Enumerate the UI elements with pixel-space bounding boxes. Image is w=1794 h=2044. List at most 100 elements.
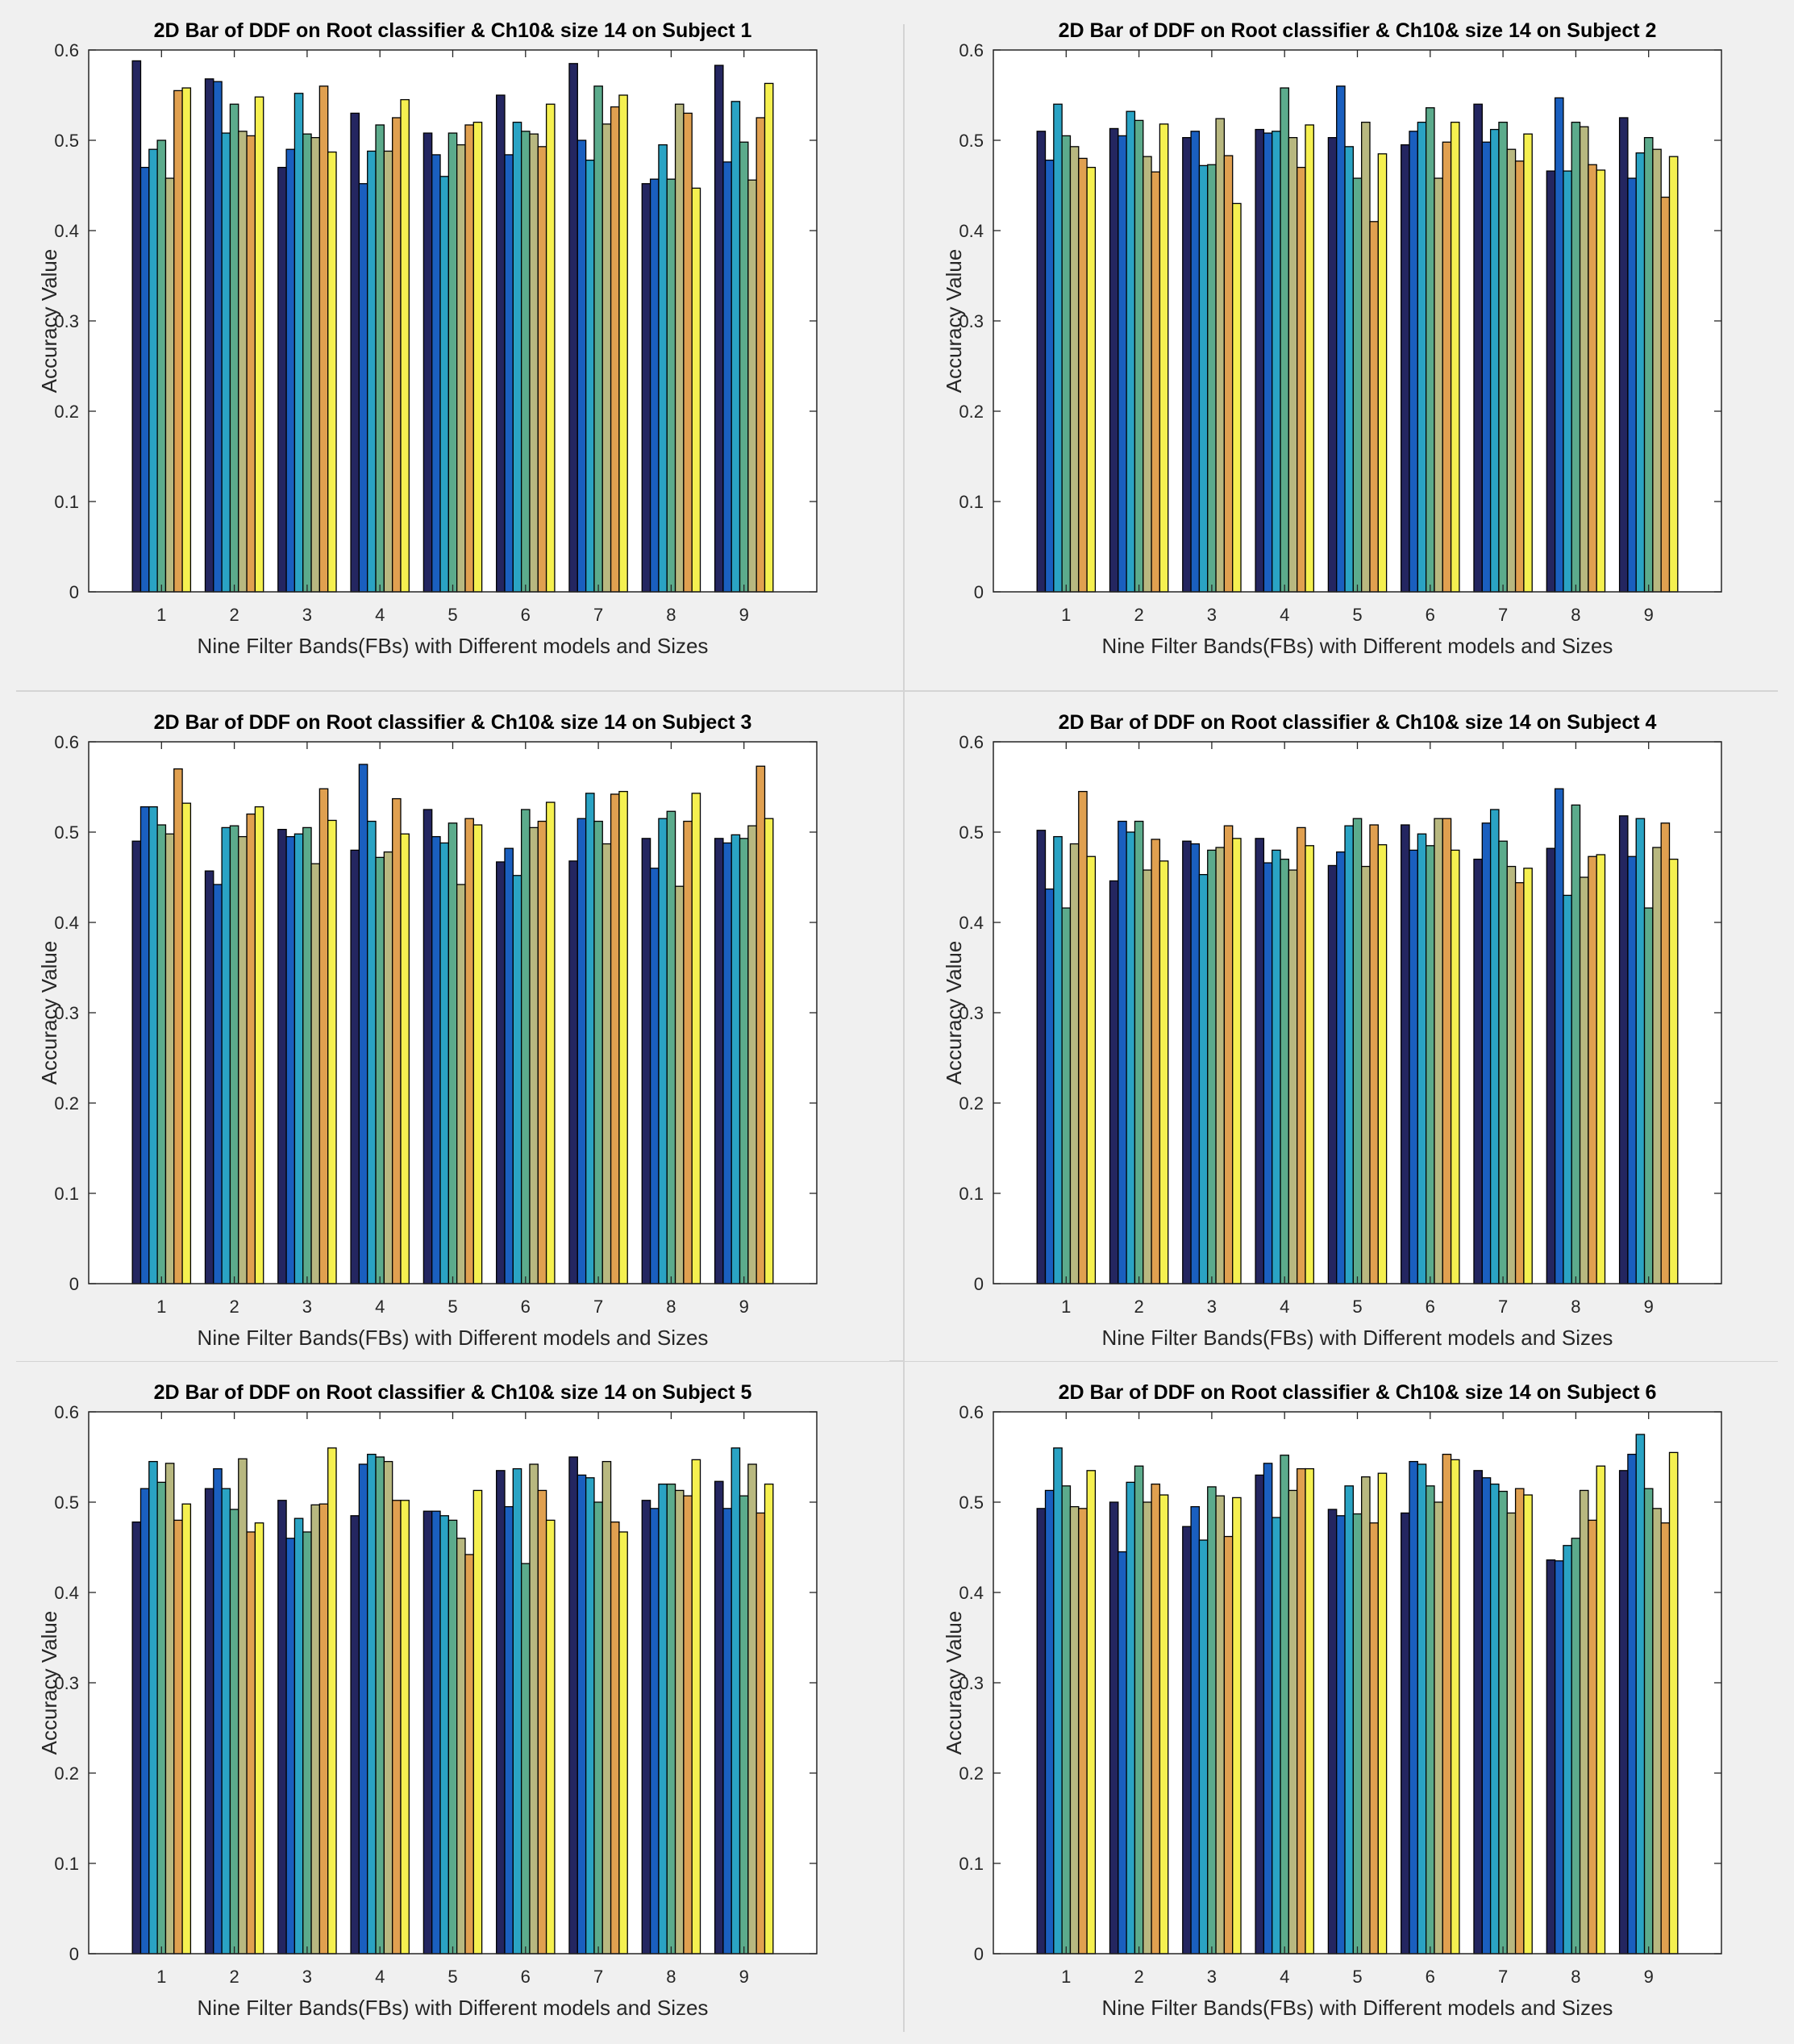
y-tick-label: 0 [69, 1944, 79, 1964]
bar [504, 1505, 514, 1954]
bar [1409, 1460, 1418, 1954]
bar [1643, 907, 1654, 1284]
y-tick-label: 0.3 [54, 1003, 79, 1023]
bar [1086, 855, 1097, 1284]
bar [1401, 144, 1410, 593]
y-tick-label: 0.3 [959, 1003, 984, 1023]
bar [1255, 1474, 1265, 1954]
bar [731, 101, 741, 593]
bar [674, 885, 685, 1284]
y-tick-label: 0.5 [959, 822, 984, 843]
bar [1344, 825, 1354, 1284]
bar [1635, 1434, 1646, 1954]
y-tick-label: 0.2 [959, 1763, 984, 1784]
bar [529, 1463, 539, 1954]
bar [1255, 838, 1265, 1284]
bar [1481, 141, 1492, 593]
y-tick-label: 0.3 [54, 311, 79, 331]
x-tick-label: 1 [156, 1297, 166, 1317]
bar [1588, 1519, 1597, 1954]
bar [601, 123, 612, 593]
bar [277, 166, 287, 593]
x-tick-label: 1 [156, 605, 166, 625]
bar [213, 81, 223, 593]
y-tick-label: 0.5 [959, 1492, 984, 1513]
bar [358, 1463, 368, 1954]
bar [504, 847, 514, 1284]
bar [1109, 127, 1119, 593]
bar [464, 818, 474, 1284]
bar [1481, 822, 1492, 1284]
bar [1652, 148, 1662, 593]
bar [593, 85, 603, 593]
bar [691, 793, 701, 1284]
bar [1044, 159, 1055, 593]
bar [173, 768, 183, 1284]
bar [139, 806, 150, 1284]
bar [431, 1510, 441, 1954]
chart-svg: 2D Bar of DDF on Root classifier & Ch10&… [942, 711, 1722, 1350]
bar [456, 1538, 466, 1954]
bar [327, 1447, 337, 1954]
bar [1618, 815, 1629, 1284]
bar [400, 1500, 410, 1954]
bar [139, 1488, 150, 1954]
bar [722, 161, 732, 593]
bar [350, 1515, 360, 1954]
bar [1078, 157, 1088, 593]
bar [1579, 1489, 1589, 1954]
x-tick-label: 7 [593, 605, 603, 625]
bar [1061, 135, 1072, 593]
y-tick-label: 0 [974, 1944, 984, 1964]
bar [512, 875, 522, 1284]
bar [520, 809, 531, 1284]
bar [164, 833, 175, 1284]
bar [1401, 824, 1410, 1284]
bar [1143, 869, 1152, 1284]
bar [1352, 818, 1363, 1284]
bar [1086, 166, 1097, 593]
bar [238, 1458, 248, 1954]
bar [1036, 1508, 1047, 1954]
bar [722, 1508, 732, 1954]
bar [1596, 169, 1606, 593]
bar [277, 1500, 287, 1954]
x-tick-label: 4 [375, 605, 385, 625]
bar [246, 135, 256, 593]
bar [1327, 136, 1338, 593]
bar [1344, 146, 1354, 593]
bar [1489, 128, 1500, 593]
bar [739, 838, 749, 1284]
bar [277, 828, 287, 1284]
bar [618, 790, 628, 1284]
bar [747, 1463, 757, 1954]
bar [350, 112, 360, 593]
bar [1263, 132, 1273, 593]
bar [1344, 1485, 1354, 1954]
bar [148, 1460, 158, 1954]
bar [1134, 820, 1144, 1284]
bar [350, 849, 360, 1284]
bar [666, 810, 676, 1284]
x-tick-label: 1 [156, 1967, 166, 1987]
y-tick-label: 0.1 [959, 1184, 984, 1204]
x-tick-label: 5 [1352, 1967, 1362, 1987]
bar [204, 1488, 214, 1954]
x-tick-label: 3 [1207, 605, 1217, 625]
bar [1442, 141, 1452, 593]
bar [1288, 1489, 1298, 1954]
y-tick-label: 0.2 [959, 1093, 984, 1114]
bar [375, 124, 385, 593]
bar [1143, 1501, 1152, 1954]
bar [1627, 1453, 1637, 1954]
bar [1618, 117, 1629, 593]
bar [1134, 1465, 1144, 1954]
vertical-divider [903, 24, 905, 2032]
x-tick-label: 3 [1207, 1967, 1217, 1987]
x-axis-label: Nine Filter Bands(FBs) with Different mo… [198, 634, 709, 658]
bar [1473, 858, 1483, 1284]
bar [1215, 1495, 1226, 1954]
bar [1126, 831, 1136, 1284]
x-tick-label: 8 [666, 1297, 676, 1317]
